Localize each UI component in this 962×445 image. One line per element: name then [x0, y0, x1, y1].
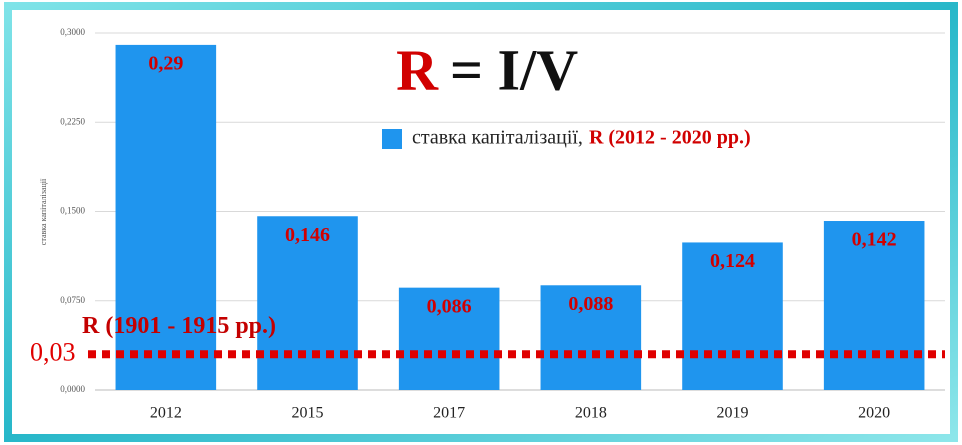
legend-label-suffix: R (2012 - 2020 рр.)	[589, 127, 751, 149]
y-tick-label: 0,0750	[60, 295, 85, 305]
x-tick-label: 2015	[292, 405, 324, 422]
y-tick-label: 0,0000	[60, 384, 85, 394]
x-tick-label: 2018	[575, 405, 607, 422]
bar	[823, 221, 925, 390]
data-label: 0,088	[568, 293, 613, 315]
x-tick-label: 2017	[433, 405, 465, 422]
formula-left: R	[396, 37, 439, 102]
bars	[115, 44, 925, 391]
x-tick-label: 2012	[150, 405, 182, 422]
y-tick-label: 0,2250	[60, 116, 85, 126]
grid	[95, 32, 945, 391]
frame	[4, 2, 958, 442]
y-tick-label: 0,3000	[60, 27, 85, 37]
reference-line-label: 0,03	[30, 337, 76, 366]
data-label: 0,146	[285, 224, 330, 246]
y-tick-label: 0,1500	[60, 206, 85, 216]
bar	[115, 44, 217, 391]
legend-swatch	[382, 129, 402, 149]
x-tick-label: 2019	[717, 405, 749, 422]
legend-label: ставка капіталізації,	[412, 127, 583, 149]
formula-right: = I/V	[450, 37, 578, 102]
reference-line-caption: R (1901 - 1915 рр.)	[82, 313, 276, 339]
labels: 0,0000 0,0750 0,1500 0,2250 0,3000 2012 2015 20…	[30, 27, 945, 422]
x-tick-label: 2020	[858, 405, 890, 422]
data-label: 0,124	[710, 250, 755, 272]
bar	[257, 216, 358, 390]
data-label: 0,29	[148, 52, 183, 74]
data-label: 0,086	[427, 295, 472, 317]
bar	[398, 287, 500, 390]
y-axis-label: ставка капіталізації	[39, 178, 48, 245]
bar	[682, 242, 783, 390]
bar	[540, 285, 642, 390]
data-label: 0,142	[852, 229, 897, 251]
